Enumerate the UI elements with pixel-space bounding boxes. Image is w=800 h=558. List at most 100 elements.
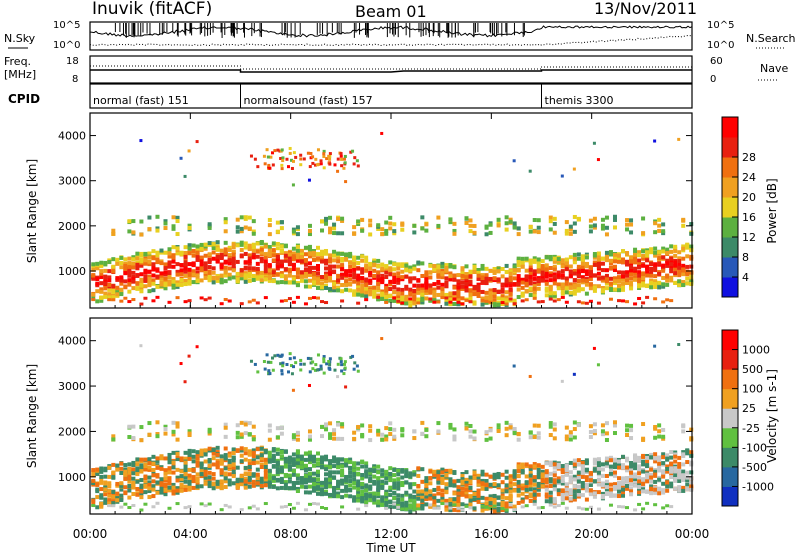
velocity-cell	[111, 463, 115, 467]
velocity-cell	[360, 434, 364, 438]
power-cell	[617, 284, 621, 288]
power-cell	[127, 283, 131, 287]
power-cell	[296, 232, 300, 236]
velocity-cell	[168, 470, 172, 474]
velocity-cell	[192, 459, 196, 463]
velocity-cell	[328, 484, 332, 488]
velocity-cell	[151, 468, 155, 472]
velocity-cell	[625, 480, 629, 484]
velocity-cell	[188, 474, 192, 478]
power-cell	[597, 257, 601, 261]
power-cell	[288, 253, 292, 257]
velocity-cell	[300, 455, 304, 459]
power-cell	[328, 253, 332, 257]
power-cell	[464, 264, 468, 268]
power-cell	[400, 288, 404, 292]
power-cell	[280, 244, 284, 248]
power-cell	[549, 285, 553, 289]
power-cell	[336, 274, 340, 278]
velocity-cell	[553, 428, 557, 432]
velocity-cell	[176, 502, 180, 505]
power-cell	[304, 252, 308, 256]
power-cell	[384, 221, 388, 225]
power-cell	[641, 272, 645, 276]
power-cell	[220, 249, 224, 253]
power-colorbar-tick-label: 4	[742, 271, 749, 284]
velocity-cell	[228, 482, 232, 486]
power-cell	[360, 267, 364, 271]
velocity-cell	[208, 464, 212, 468]
velocity-cell	[489, 428, 493, 432]
power-cell	[163, 226, 167, 230]
freq-traces	[90, 66, 692, 72]
velocity-cell	[268, 454, 272, 458]
velocity-cell	[621, 488, 625, 492]
velocity-cell	[585, 468, 589, 472]
power-cell	[641, 249, 645, 253]
velocity-cell	[264, 450, 268, 454]
velocity-cell	[473, 471, 477, 475]
power-cell	[380, 232, 384, 236]
velocity-cell	[143, 464, 147, 468]
velocity-cell	[517, 469, 521, 473]
velocity-cell	[180, 469, 184, 473]
velocity-cell	[336, 457, 340, 461]
velocity-cell	[352, 481, 356, 485]
velocity-cell	[477, 479, 481, 483]
power-cell	[303, 157, 306, 160]
velocity-cell	[119, 467, 123, 471]
velocity-cell	[316, 451, 320, 455]
velocity-cell	[147, 461, 151, 465]
velocity-cell	[312, 478, 316, 482]
power-cell	[168, 280, 172, 284]
power-cell	[617, 279, 621, 283]
power-cell	[272, 253, 276, 257]
velocity-cell	[456, 499, 460, 503]
velocity-cell	[192, 478, 196, 482]
power-cell	[340, 289, 344, 293]
power-cell	[412, 289, 416, 293]
power-cell	[521, 257, 525, 261]
velocity-cell	[633, 472, 637, 476]
power-cell	[329, 152, 332, 155]
power-cell	[408, 288, 412, 292]
power-cell	[324, 286, 328, 290]
power-cell	[412, 276, 416, 280]
power-cell	[344, 258, 348, 262]
power-cell	[505, 298, 509, 302]
power-cell	[436, 286, 440, 290]
velocity-cell	[240, 432, 244, 436]
power-cell	[452, 274, 456, 278]
power-cell	[147, 270, 151, 274]
power-cell	[376, 223, 380, 227]
power-cell	[284, 244, 288, 248]
velocity-cell	[444, 473, 448, 477]
power-cell	[368, 223, 372, 227]
velocity-cell	[127, 489, 131, 493]
power-ylabel: Slant Range [km]	[25, 159, 39, 263]
power-cell	[284, 299, 288, 302]
velocity-cell	[533, 424, 537, 428]
velocity-cell	[629, 482, 633, 486]
velocity-cell	[352, 486, 356, 490]
velocity-cell	[416, 484, 420, 488]
power-cell	[91, 273, 95, 277]
velocity-cell	[188, 355, 191, 358]
power-cell	[320, 260, 324, 264]
power-cell	[284, 277, 288, 281]
power-cell	[127, 300, 131, 303]
velocity-cell	[513, 489, 517, 493]
power-cell	[322, 152, 325, 155]
velocity-cell	[176, 452, 180, 456]
power-cell	[192, 262, 196, 266]
velocity-cell	[216, 482, 220, 486]
power-cell	[200, 256, 204, 260]
power-cell	[332, 265, 336, 269]
velocity-cell	[344, 458, 348, 462]
power-cell	[184, 274, 188, 278]
velocity-cell	[220, 454, 224, 458]
power-cell	[272, 270, 276, 274]
power-cell	[589, 277, 593, 281]
velocity-cell	[336, 437, 340, 441]
power-cell	[135, 281, 139, 285]
